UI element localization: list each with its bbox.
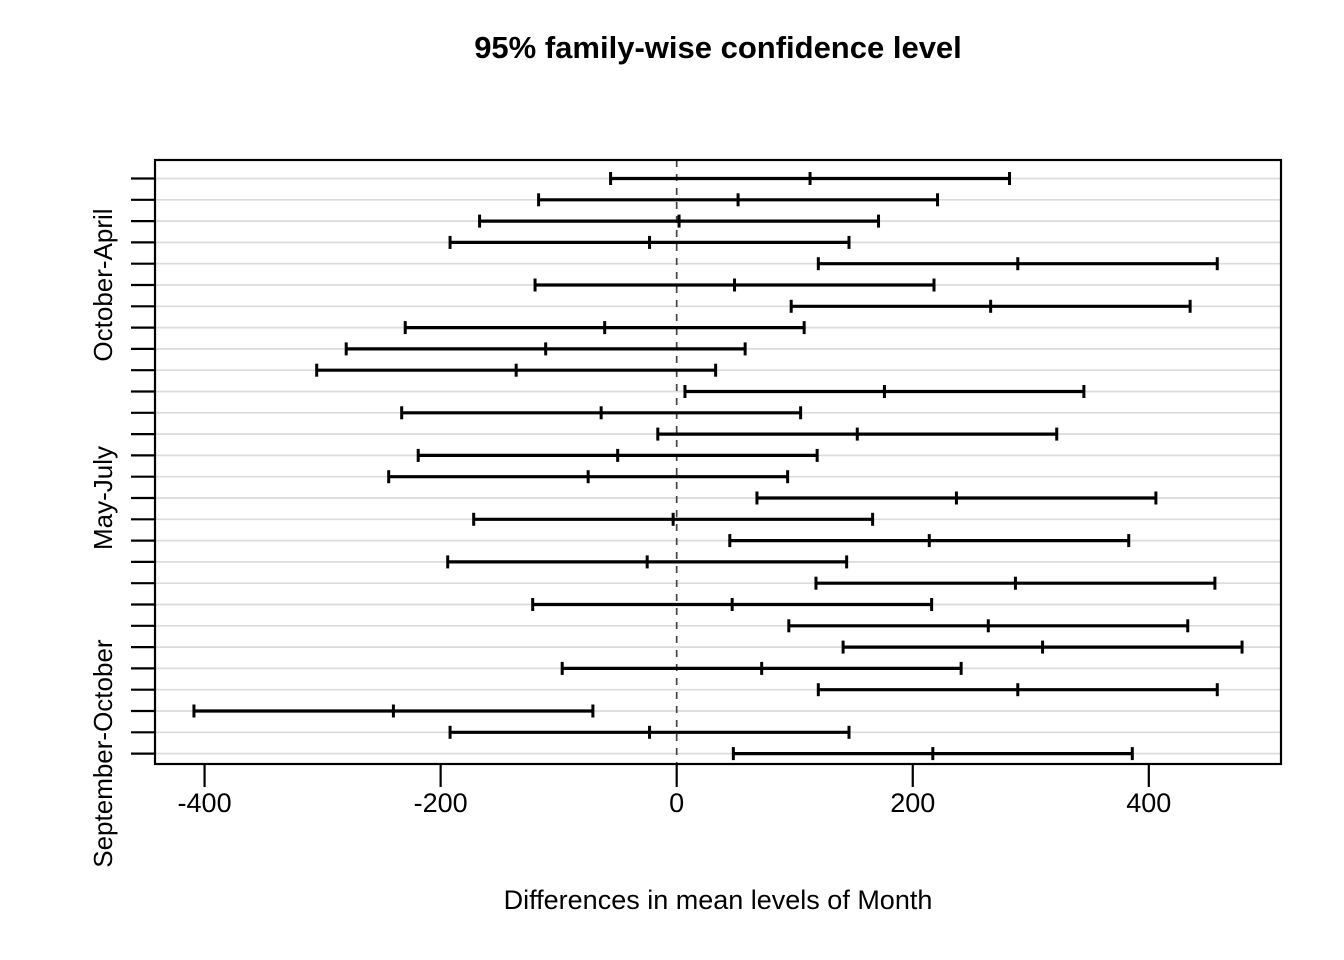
confidence-interval bbox=[537, 193, 940, 207]
confidence-interval bbox=[472, 512, 875, 526]
x-tick-label: 0 bbox=[669, 788, 684, 818]
y-axis-comparison-label: May-July bbox=[88, 446, 118, 550]
confidence-interval bbox=[789, 299, 1192, 313]
confidence-interval bbox=[448, 725, 851, 739]
confidence-interval bbox=[533, 278, 936, 292]
confidence-interval bbox=[816, 257, 1219, 271]
x-tick-label: -200 bbox=[414, 788, 468, 818]
confidence-interval bbox=[609, 172, 1012, 185]
x-tick-label: 200 bbox=[890, 788, 935, 818]
confidence-interval bbox=[400, 406, 803, 420]
confidence-interval bbox=[478, 214, 881, 228]
x-tick-label: 400 bbox=[1126, 788, 1171, 818]
confidence-interval bbox=[446, 555, 849, 569]
y-axis-comparison-label: October-April bbox=[88, 208, 118, 361]
confidence-interval bbox=[787, 619, 1190, 633]
plot-box bbox=[153, 158, 1283, 766]
confidence-interval bbox=[814, 576, 1217, 590]
confidence-interval bbox=[448, 235, 851, 249]
confidence-interval bbox=[728, 534, 1131, 548]
confidence-interval bbox=[192, 704, 595, 718]
chart-title: 95% family-wise confidence level bbox=[474, 30, 962, 65]
confidence-interval bbox=[731, 747, 1134, 761]
confidence-interval bbox=[560, 661, 963, 675]
x-axis-label: Differences in mean levels of Month bbox=[504, 885, 933, 915]
confidence-interval bbox=[416, 448, 819, 462]
confidence-interval bbox=[315, 363, 718, 377]
confidence-interval bbox=[755, 491, 1158, 505]
confidence-interval bbox=[841, 640, 1244, 654]
y-axis-comparison-label: September-October bbox=[88, 639, 118, 868]
interval-layer bbox=[192, 172, 1244, 761]
confidence-interval bbox=[816, 683, 1219, 697]
axis-layer: -400 -200 0 200 400 October-April May-July Sept… bbox=[88, 177, 1171, 868]
x-tick-label: -400 bbox=[178, 788, 232, 818]
confidence-interval bbox=[344, 342, 747, 356]
confidence-interval bbox=[531, 598, 934, 611]
confidence-interval bbox=[387, 470, 790, 484]
confidence-interval bbox=[683, 385, 1086, 398]
confidence-interval bbox=[403, 321, 806, 335]
confidence-interval bbox=[656, 427, 1059, 441]
